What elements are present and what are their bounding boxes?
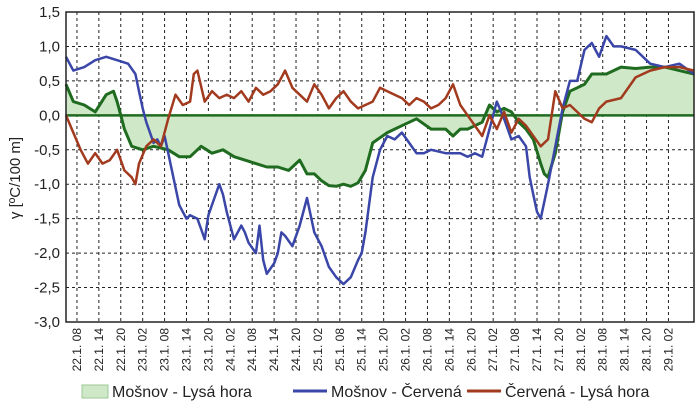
x-tick-label: 26.1. 20	[464, 328, 478, 372]
grid	[66, 12, 694, 322]
x-tick-label: 22.1. 08	[70, 328, 84, 372]
x-tick-label: 25.1. 14	[355, 328, 369, 372]
y-tick-labels: 1,5 1,0 0,5 0,0 -0,5 -1,0 -1,5 -2,0 -2,5 -3,0	[34, 4, 60, 331]
legend-label: Červená - Lysá hora	[505, 382, 649, 401]
x-tick-label: 26.1. 08	[420, 328, 434, 372]
y-tick-label: 1,5	[39, 4, 60, 21]
x-tick-label: 27.1. 20	[552, 328, 566, 372]
plot-frame	[65, 11, 695, 323]
x-tick-label: 25.1. 08	[333, 328, 347, 372]
x-tick-label: 24.1. 08	[245, 328, 259, 372]
x-tick-label: 25.1. 02	[311, 328, 325, 372]
x-tick-label: 24.1. 14	[267, 328, 281, 372]
x-tick-label: 28.1. 08	[596, 328, 610, 372]
x-tick-label: 23.1. 08	[158, 328, 172, 372]
y-tick-label: 0,0	[39, 107, 60, 124]
x-tick-label: 28.1. 20	[640, 328, 654, 372]
y-tick-label: -1,0	[34, 176, 60, 193]
series-area-mosnov-lysa-hora	[66, 67, 694, 187]
y-tick-label: -1,5	[34, 211, 60, 228]
x-tick-label: 23.1. 14	[179, 328, 193, 372]
x-tick-label: 22.1. 20	[114, 328, 128, 372]
y-tick-label: -2,0	[34, 245, 60, 262]
x-tick-label: 28.1. 02	[574, 328, 588, 372]
x-tick-label: 29.1. 02	[661, 328, 675, 372]
x-tick-label: 23.1. 02	[136, 328, 150, 372]
y-tick-label: -3,0	[34, 314, 60, 331]
x-tick-labels: 22.1. 08 22.1. 14 22.1. 20 23.1. 02 23.1. 08…	[70, 328, 675, 372]
x-tick-label: 23.1. 20	[201, 328, 215, 372]
x-tick-label: 24.1. 02	[223, 328, 237, 372]
area-layer	[66, 67, 694, 187]
x-tick-label: 28.1. 14	[618, 328, 632, 372]
x-tick-label: 26.1. 14	[442, 328, 456, 372]
lines-layer	[64, 34, 695, 286]
x-tick-label: 25.1. 20	[377, 328, 391, 372]
legend: Mošnov - Lysá hora Mošnov - Červená Červen…	[81, 382, 649, 401]
y-tick-label: 1,0	[39, 38, 60, 55]
x-tick-label: 24.1. 20	[289, 328, 303, 372]
legend-swatch-mosnov-lysa-hora	[81, 384, 109, 399]
x-tick-label: 27.1. 08	[508, 328, 522, 372]
y-tick-label: -0,5	[34, 142, 60, 159]
series-line-mosnov-cervena	[64, 34, 695, 286]
x-tick-label: 27.1. 02	[486, 328, 500, 372]
legend-label: Mošnov - Lysá hora	[112, 384, 252, 401]
x-tick-label: 22.1. 14	[92, 328, 106, 372]
y-tick-label: -2,5	[34, 280, 60, 297]
y-tick-label: 0,5	[39, 73, 60, 90]
legend-label: Mošnov - Červená	[331, 382, 462, 401]
x-tick-label: 27.1. 14	[530, 328, 544, 372]
series-line-cervena-lysa-hora	[64, 65, 695, 186]
x-tick-label: 26.1. 02	[399, 328, 413, 372]
y-axis-label: γ [ºC/100 m]	[7, 137, 24, 219]
